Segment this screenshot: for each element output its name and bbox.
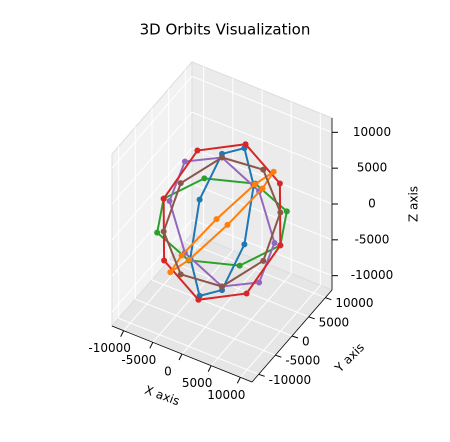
orbit-point: [194, 147, 201, 154]
orbit-point: [167, 269, 174, 276]
tick-mark: [291, 335, 299, 339]
grid-line: [185, 241, 326, 299]
z-tick-label: -10000: [351, 268, 394, 282]
grid-line: [111, 147, 193, 241]
orbit-point: [243, 290, 250, 297]
y-tick-label: 5000: [319, 315, 350, 329]
tick-mark: [275, 354, 282, 358]
orbit-point: [219, 154, 225, 161]
orbit-point: [242, 141, 249, 148]
orbit-point: [260, 166, 267, 173]
orbit-point: [166, 198, 173, 204]
z-tick-label: 5000: [357, 161, 388, 175]
orbit-point: [160, 228, 167, 235]
orbit-point: [219, 283, 225, 290]
orbit-point: [201, 175, 208, 182]
grid-line: [191, 219, 333, 277]
orbit-point: [177, 180, 184, 187]
x-tick-label: 10000: [207, 388, 245, 402]
grid-line: [118, 317, 259, 375]
grid-line: [168, 260, 309, 318]
tick-mark: [308, 316, 315, 320]
x-tick-label: 5000: [182, 376, 213, 390]
orbit-point: [160, 195, 167, 202]
y-tick-label: 0: [302, 335, 310, 349]
grid-line: [111, 183, 193, 277]
tick-mark: [258, 373, 265, 377]
orbit-point: [224, 221, 231, 228]
grid-line: [191, 183, 333, 241]
orbit-point: [196, 196, 203, 203]
x-tick-label: -10000: [88, 341, 131, 355]
orbit-point: [178, 252, 185, 259]
orbit-point: [213, 216, 220, 223]
y-tick-label: 10000: [335, 296, 373, 310]
orbit-point: [181, 158, 188, 165]
orbit-point: [251, 181, 258, 188]
orbit-point: [271, 240, 278, 246]
grid-line: [191, 75, 333, 133]
orbit-point: [260, 257, 267, 264]
grid-line: [111, 111, 193, 205]
x-tick-label: 0: [164, 365, 172, 379]
z-axis-label: Z axis: [407, 186, 421, 222]
orbit-point: [195, 296, 202, 303]
orbit-point: [277, 209, 284, 216]
tick-mark: [178, 353, 183, 361]
orbit-point: [186, 256, 193, 263]
z-tick-label: 0: [368, 197, 376, 211]
orbit-point: [161, 257, 168, 264]
orbit-point: [277, 242, 284, 249]
grid-line: [111, 76, 193, 169]
z-tick-label: 10000: [353, 125, 391, 139]
axis-line: [111, 325, 253, 383]
x-axis-label: X axis: [143, 383, 182, 408]
orbit-point: [256, 279, 263, 286]
tick-mark: [236, 377, 241, 384]
orbit-point: [276, 180, 283, 187]
grid-line: [151, 279, 293, 337]
orbit-point: [154, 229, 161, 236]
y-axis-label: Y axis: [332, 340, 367, 375]
grid-line: [191, 111, 333, 169]
orbit-point: [177, 271, 184, 278]
orbit-point: [241, 241, 248, 248]
orbit-point: [236, 262, 243, 269]
tick-mark: [120, 330, 125, 337]
y-tick-label: -10000: [269, 373, 312, 387]
grid-line: [135, 298, 276, 356]
tick-mark: [149, 342, 154, 349]
axis-line: [251, 289, 333, 383]
orbit-point: [283, 208, 290, 215]
tick-mark: [325, 297, 332, 301]
tick-mark: [207, 365, 212, 372]
z-tick-label: -5000: [355, 232, 390, 246]
y-tick-label: -5000: [285, 354, 320, 368]
chart-title: 3D Orbits Visualization: [140, 21, 311, 39]
orbit-point: [270, 168, 277, 175]
x-tick-label: -5000: [121, 353, 156, 367]
orbit-point: [259, 185, 266, 192]
